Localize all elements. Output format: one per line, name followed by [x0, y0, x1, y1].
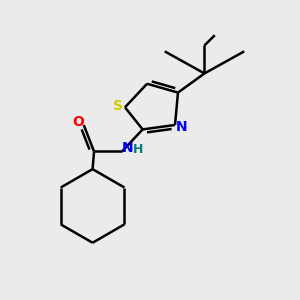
Text: O: O [73, 115, 84, 129]
Text: S: S [112, 99, 123, 113]
Text: N: N [176, 120, 187, 134]
Text: N: N [122, 141, 133, 155]
Text: H: H [133, 143, 143, 157]
